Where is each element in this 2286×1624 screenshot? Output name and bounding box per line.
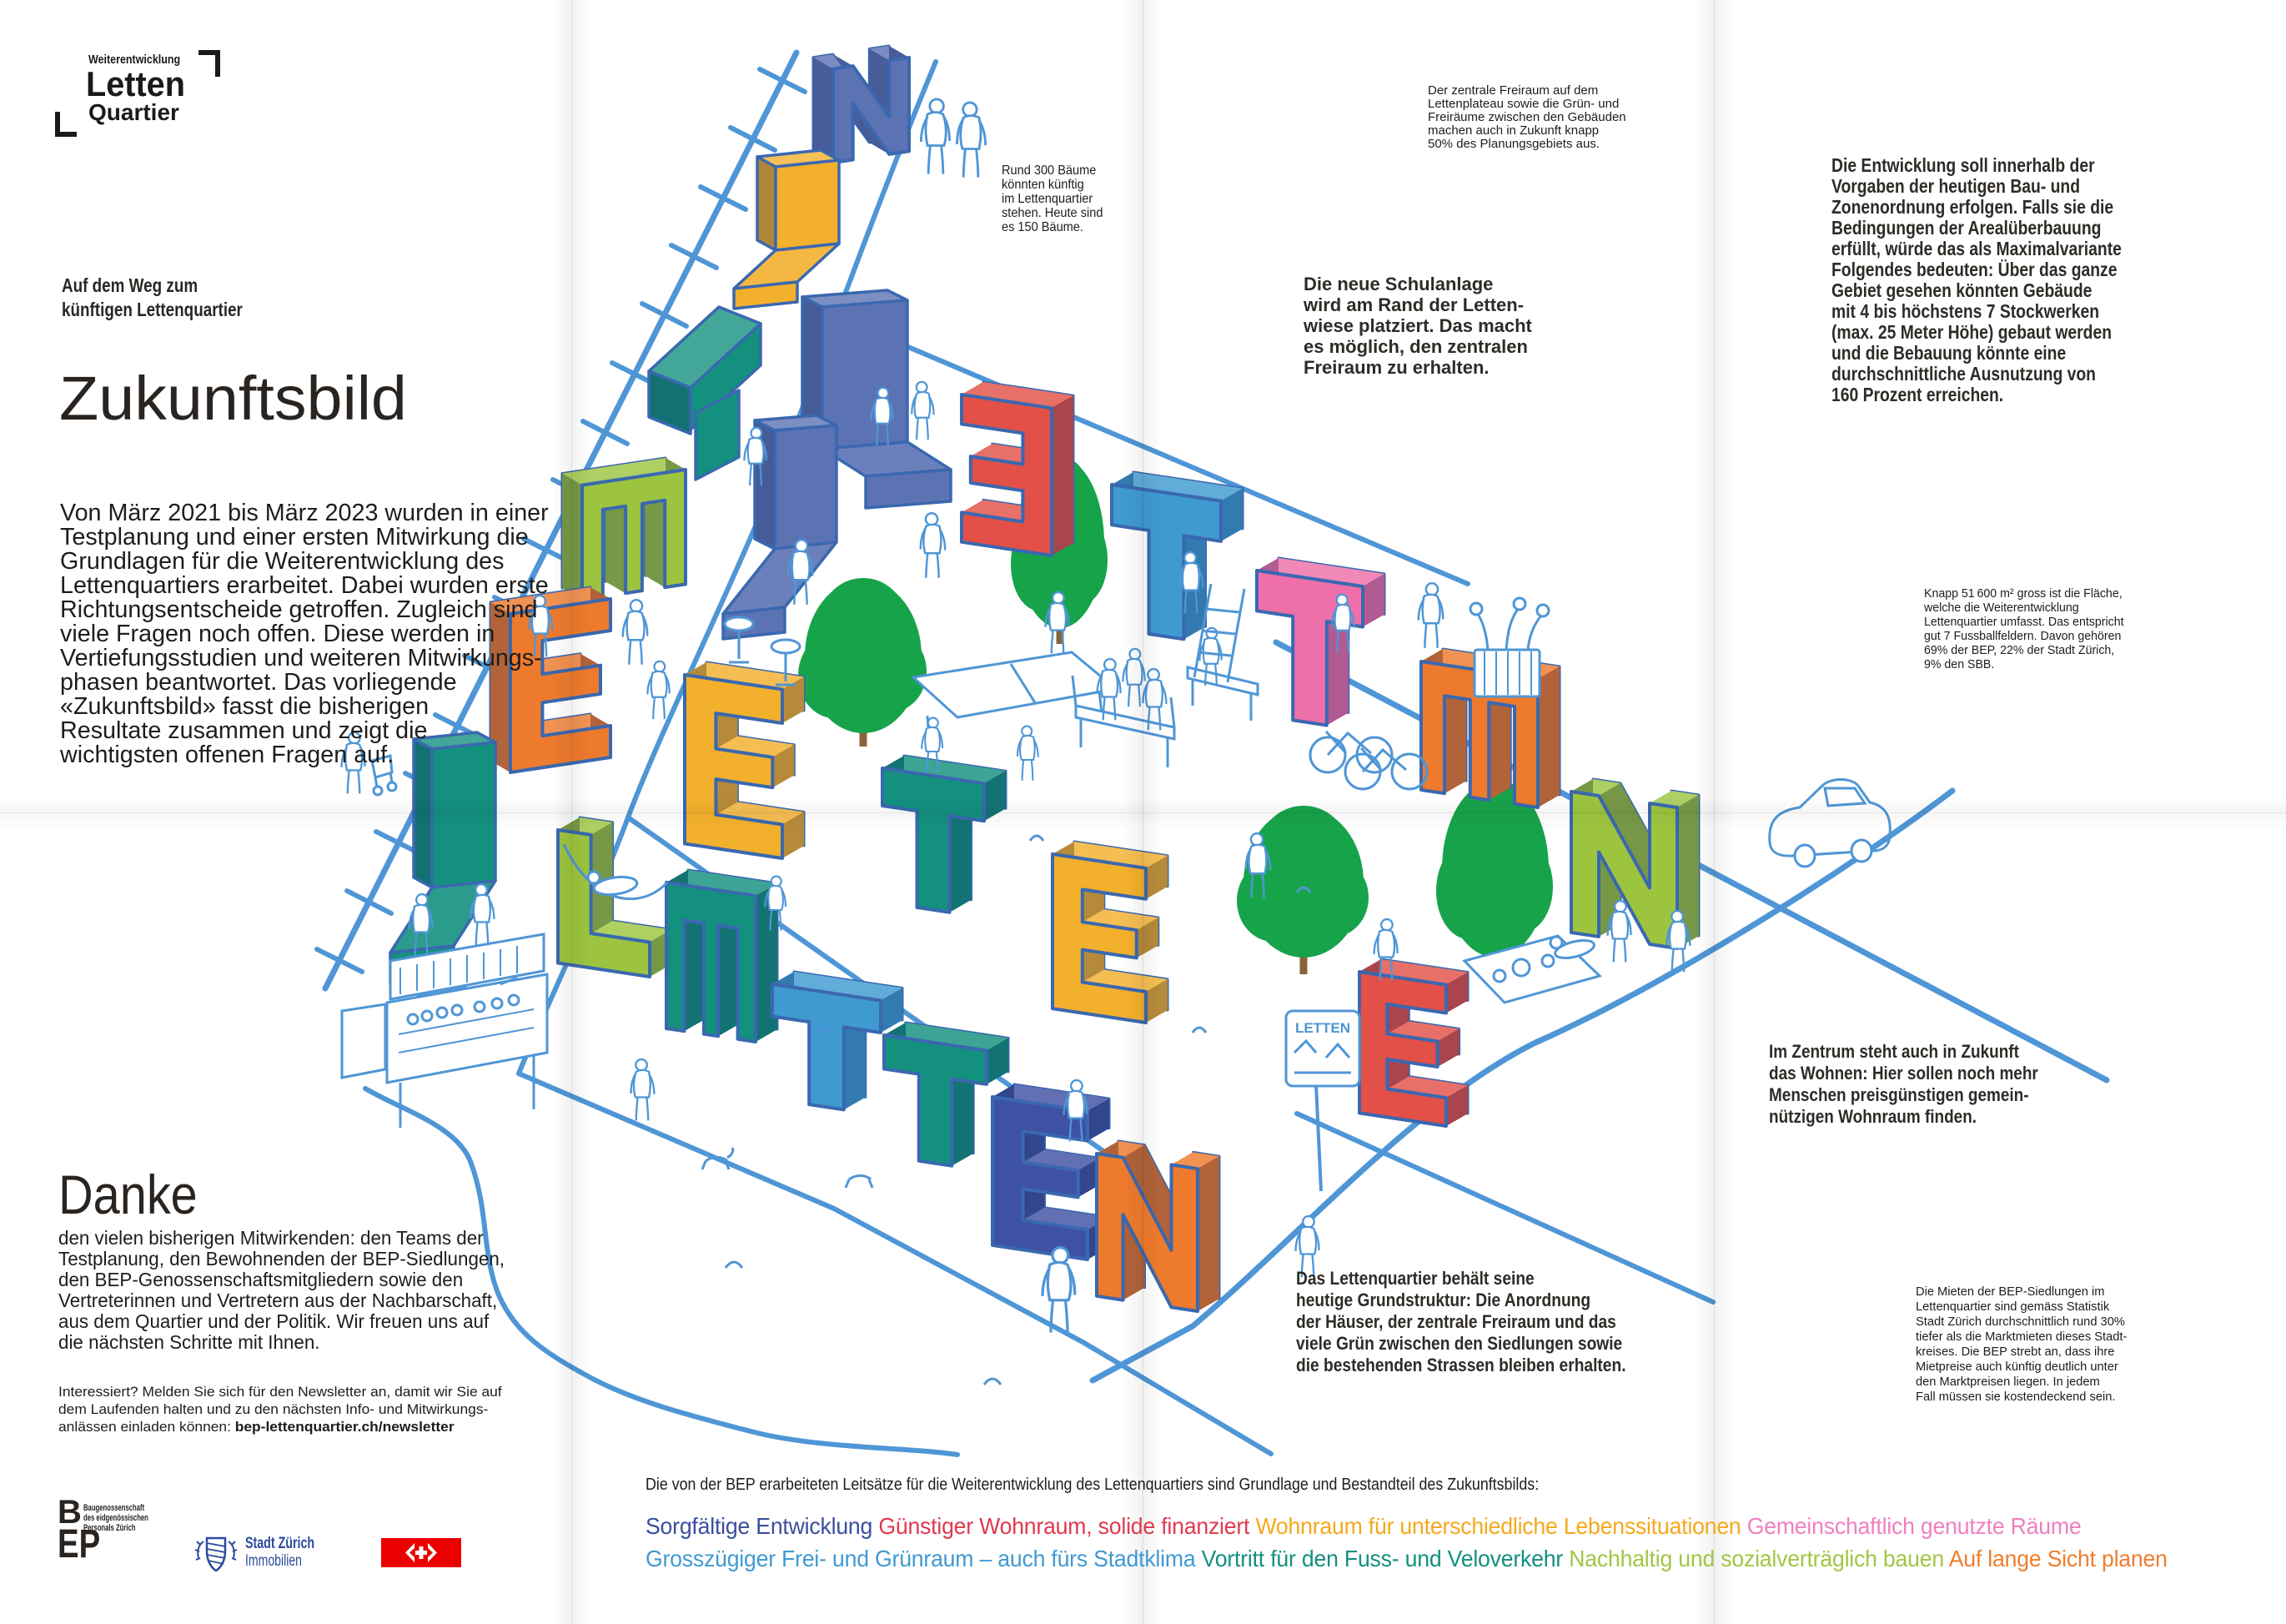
- svg-text:LETTEN: LETTEN: [1295, 1020, 1350, 1036]
